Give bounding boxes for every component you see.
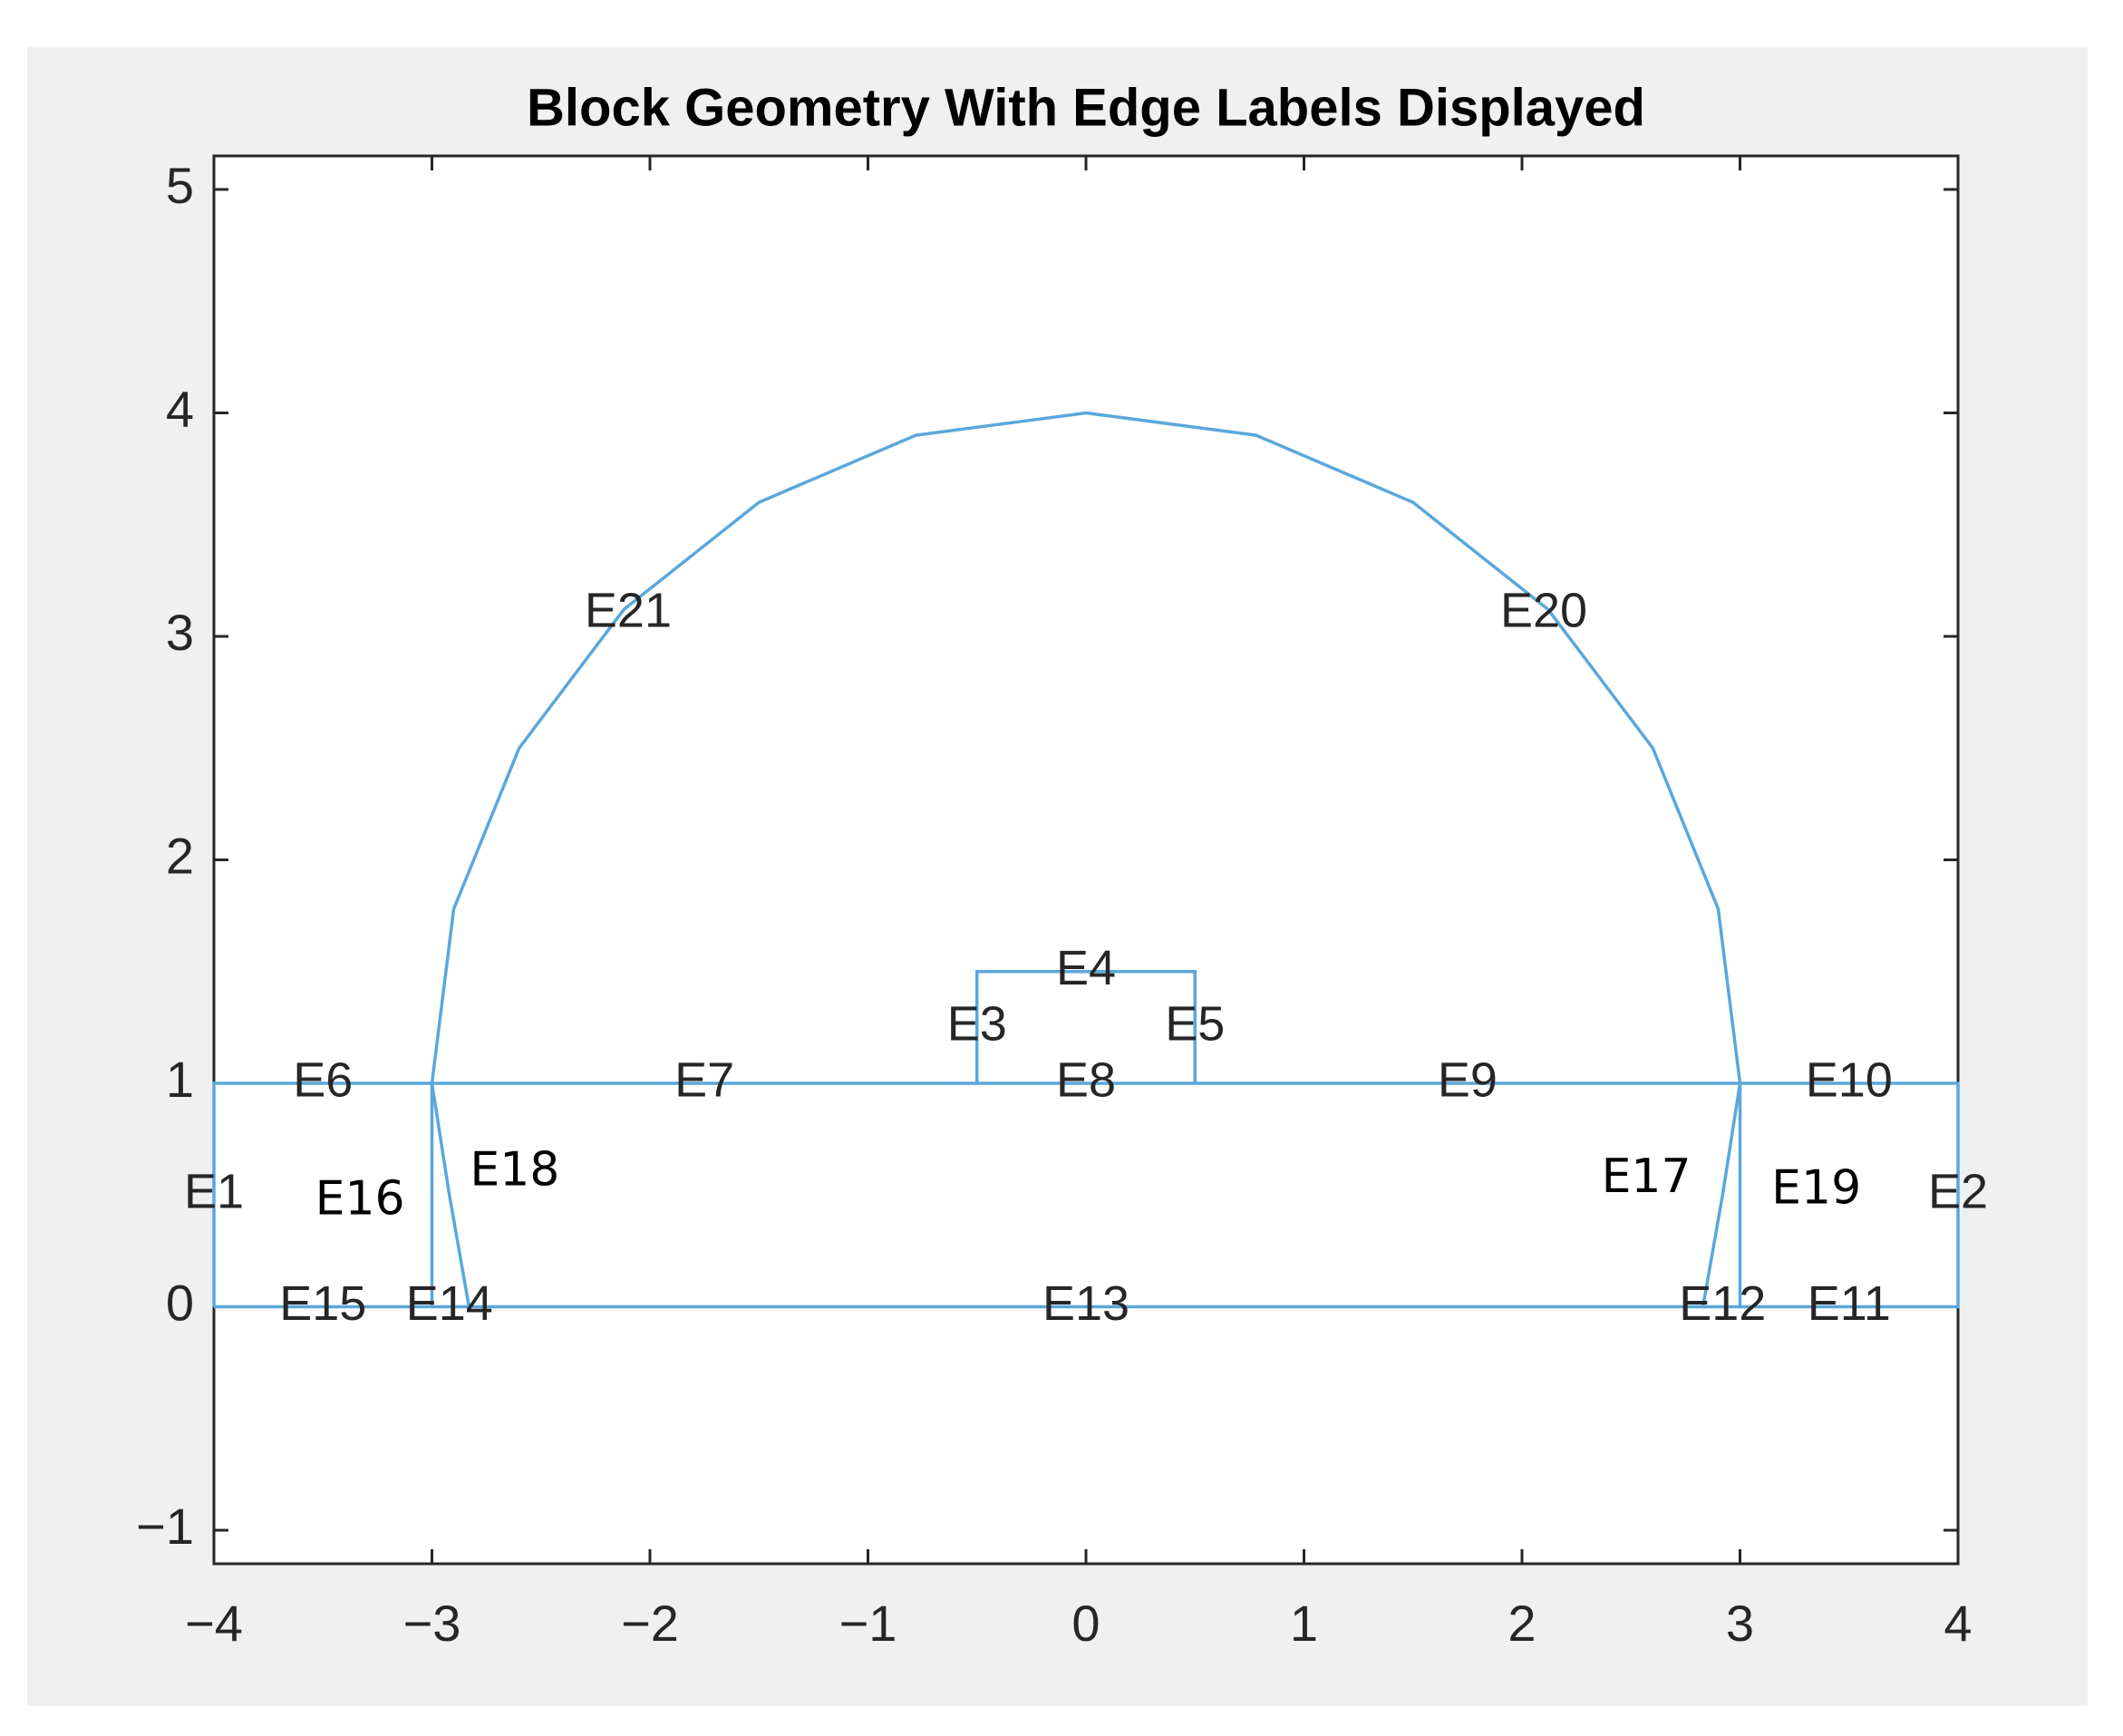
y-tick-label: −1 [136, 1498, 194, 1555]
x-tick-label: 4 [1944, 1595, 1972, 1652]
y-tick-label: 2 [166, 827, 194, 884]
edge-label: E19 [1771, 1160, 1861, 1215]
edge [212, 1081, 1960, 1309]
edge [430, 411, 1742, 1307]
edge-label: E8 [1056, 1052, 1116, 1107]
edge-label: E11 [1808, 1276, 1891, 1331]
edge-label: E16 [315, 1172, 405, 1227]
edge-label: E14 [406, 1276, 493, 1331]
x-tick-label: 1 [1290, 1595, 1318, 1652]
edge-label: E17 [1602, 1149, 1692, 1204]
chart-title: Block Geometry With Edge Labels Displaye… [527, 78, 1645, 137]
edge-label: E7 [674, 1052, 734, 1107]
x-tick-label: 2 [1507, 1595, 1536, 1652]
y-tick-label: 4 [166, 380, 194, 437]
edge-label: E9 [1438, 1052, 1498, 1107]
edge-label: E4 [1056, 941, 1116, 995]
edge-label: E13 [1042, 1276, 1129, 1331]
x-tick-label: 0 [1071, 1595, 1100, 1652]
y-tick-label: 3 [166, 604, 194, 661]
edge [975, 970, 1197, 1084]
edge-label: E10 [1806, 1052, 1893, 1107]
x-tick-label: −4 [185, 1595, 243, 1652]
y-tick-label: 0 [166, 1274, 194, 1331]
edge-label: E21 [585, 584, 672, 638]
edge-label: E12 [1679, 1276, 1766, 1331]
y-tick-label: 1 [166, 1051, 194, 1108]
y-tick-label: 5 [166, 157, 194, 214]
edge-label: E1 [184, 1165, 244, 1219]
edge-label: E20 [1500, 584, 1587, 638]
edge-label: E2 [1928, 1165, 1988, 1219]
edge-label: E3 [947, 997, 1007, 1052]
x-tick-label: 3 [1726, 1595, 1754, 1652]
edge-label: E6 [293, 1052, 353, 1107]
edge-label: E18 [470, 1143, 559, 1198]
axes-box [212, 154, 1960, 1566]
edge-label: E15 [279, 1276, 366, 1331]
x-tick-label: −3 [403, 1595, 461, 1652]
x-tick-label: −1 [839, 1595, 897, 1652]
edge-label: E5 [1165, 997, 1225, 1052]
x-tick-label: −2 [621, 1595, 679, 1652]
